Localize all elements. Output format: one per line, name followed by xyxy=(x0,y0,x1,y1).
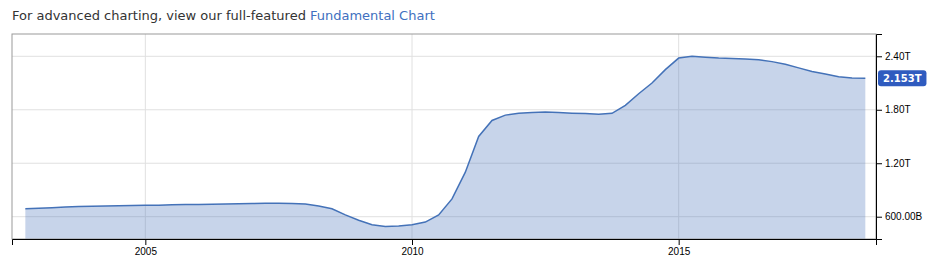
title: For advanced charting, view our full-fea… xyxy=(12,8,306,23)
area xyxy=(25,56,865,239)
grid xyxy=(12,34,876,239)
tick-label: 1.20T xyxy=(885,158,911,169)
tick-label: 2015 xyxy=(668,246,691,257)
annotation-box xyxy=(878,70,926,86)
tick-mark xyxy=(876,56,882,57)
tick-label: 2005 xyxy=(135,246,158,257)
tick: 2010 xyxy=(401,239,424,257)
tick-mark xyxy=(876,110,882,111)
y-axis: 600.00B 1.20T 1.80T 2.40T xyxy=(876,35,923,240)
plot-frame xyxy=(12,34,876,239)
tick-mark xyxy=(679,239,680,245)
annotation-label: 2.153T xyxy=(883,73,922,84)
grid-line xyxy=(12,56,876,57)
tick-label: 600.00B xyxy=(885,211,923,222)
tick-mark xyxy=(876,163,882,164)
chart: 2005 2010 2015 600.00B 1.20T 1.80T 2.40T 2.153T… xyxy=(0,0,946,267)
tick-mark xyxy=(412,239,413,245)
tick-label: 1.80T xyxy=(885,104,911,115)
tick: 2015 xyxy=(668,239,691,257)
tick: 1.20T xyxy=(876,158,911,169)
tick-mark xyxy=(145,239,146,245)
tick: 1.80T xyxy=(876,104,911,115)
marks xyxy=(25,56,865,239)
line xyxy=(25,56,865,226)
grid-line xyxy=(412,34,413,239)
tick-label: 2.40T xyxy=(885,51,911,62)
tick: 2005 xyxy=(135,239,158,257)
axis-domain xyxy=(877,35,883,240)
annotation: 2.153T xyxy=(878,70,926,86)
tick-label: 2010 xyxy=(401,246,424,257)
axis-domain xyxy=(13,240,877,246)
tick-mark xyxy=(876,217,882,218)
plot: 2005 2010 2015 600.00B 1.20T 1.80T 2.40T 2.153T xyxy=(12,34,926,257)
tick: 600.00B xyxy=(876,211,923,222)
x-axis: 2005 2010 2015 xyxy=(13,239,877,257)
tick: 2.40T xyxy=(876,51,911,62)
title-link[interactable]: Fundamental Chart xyxy=(310,8,435,23)
